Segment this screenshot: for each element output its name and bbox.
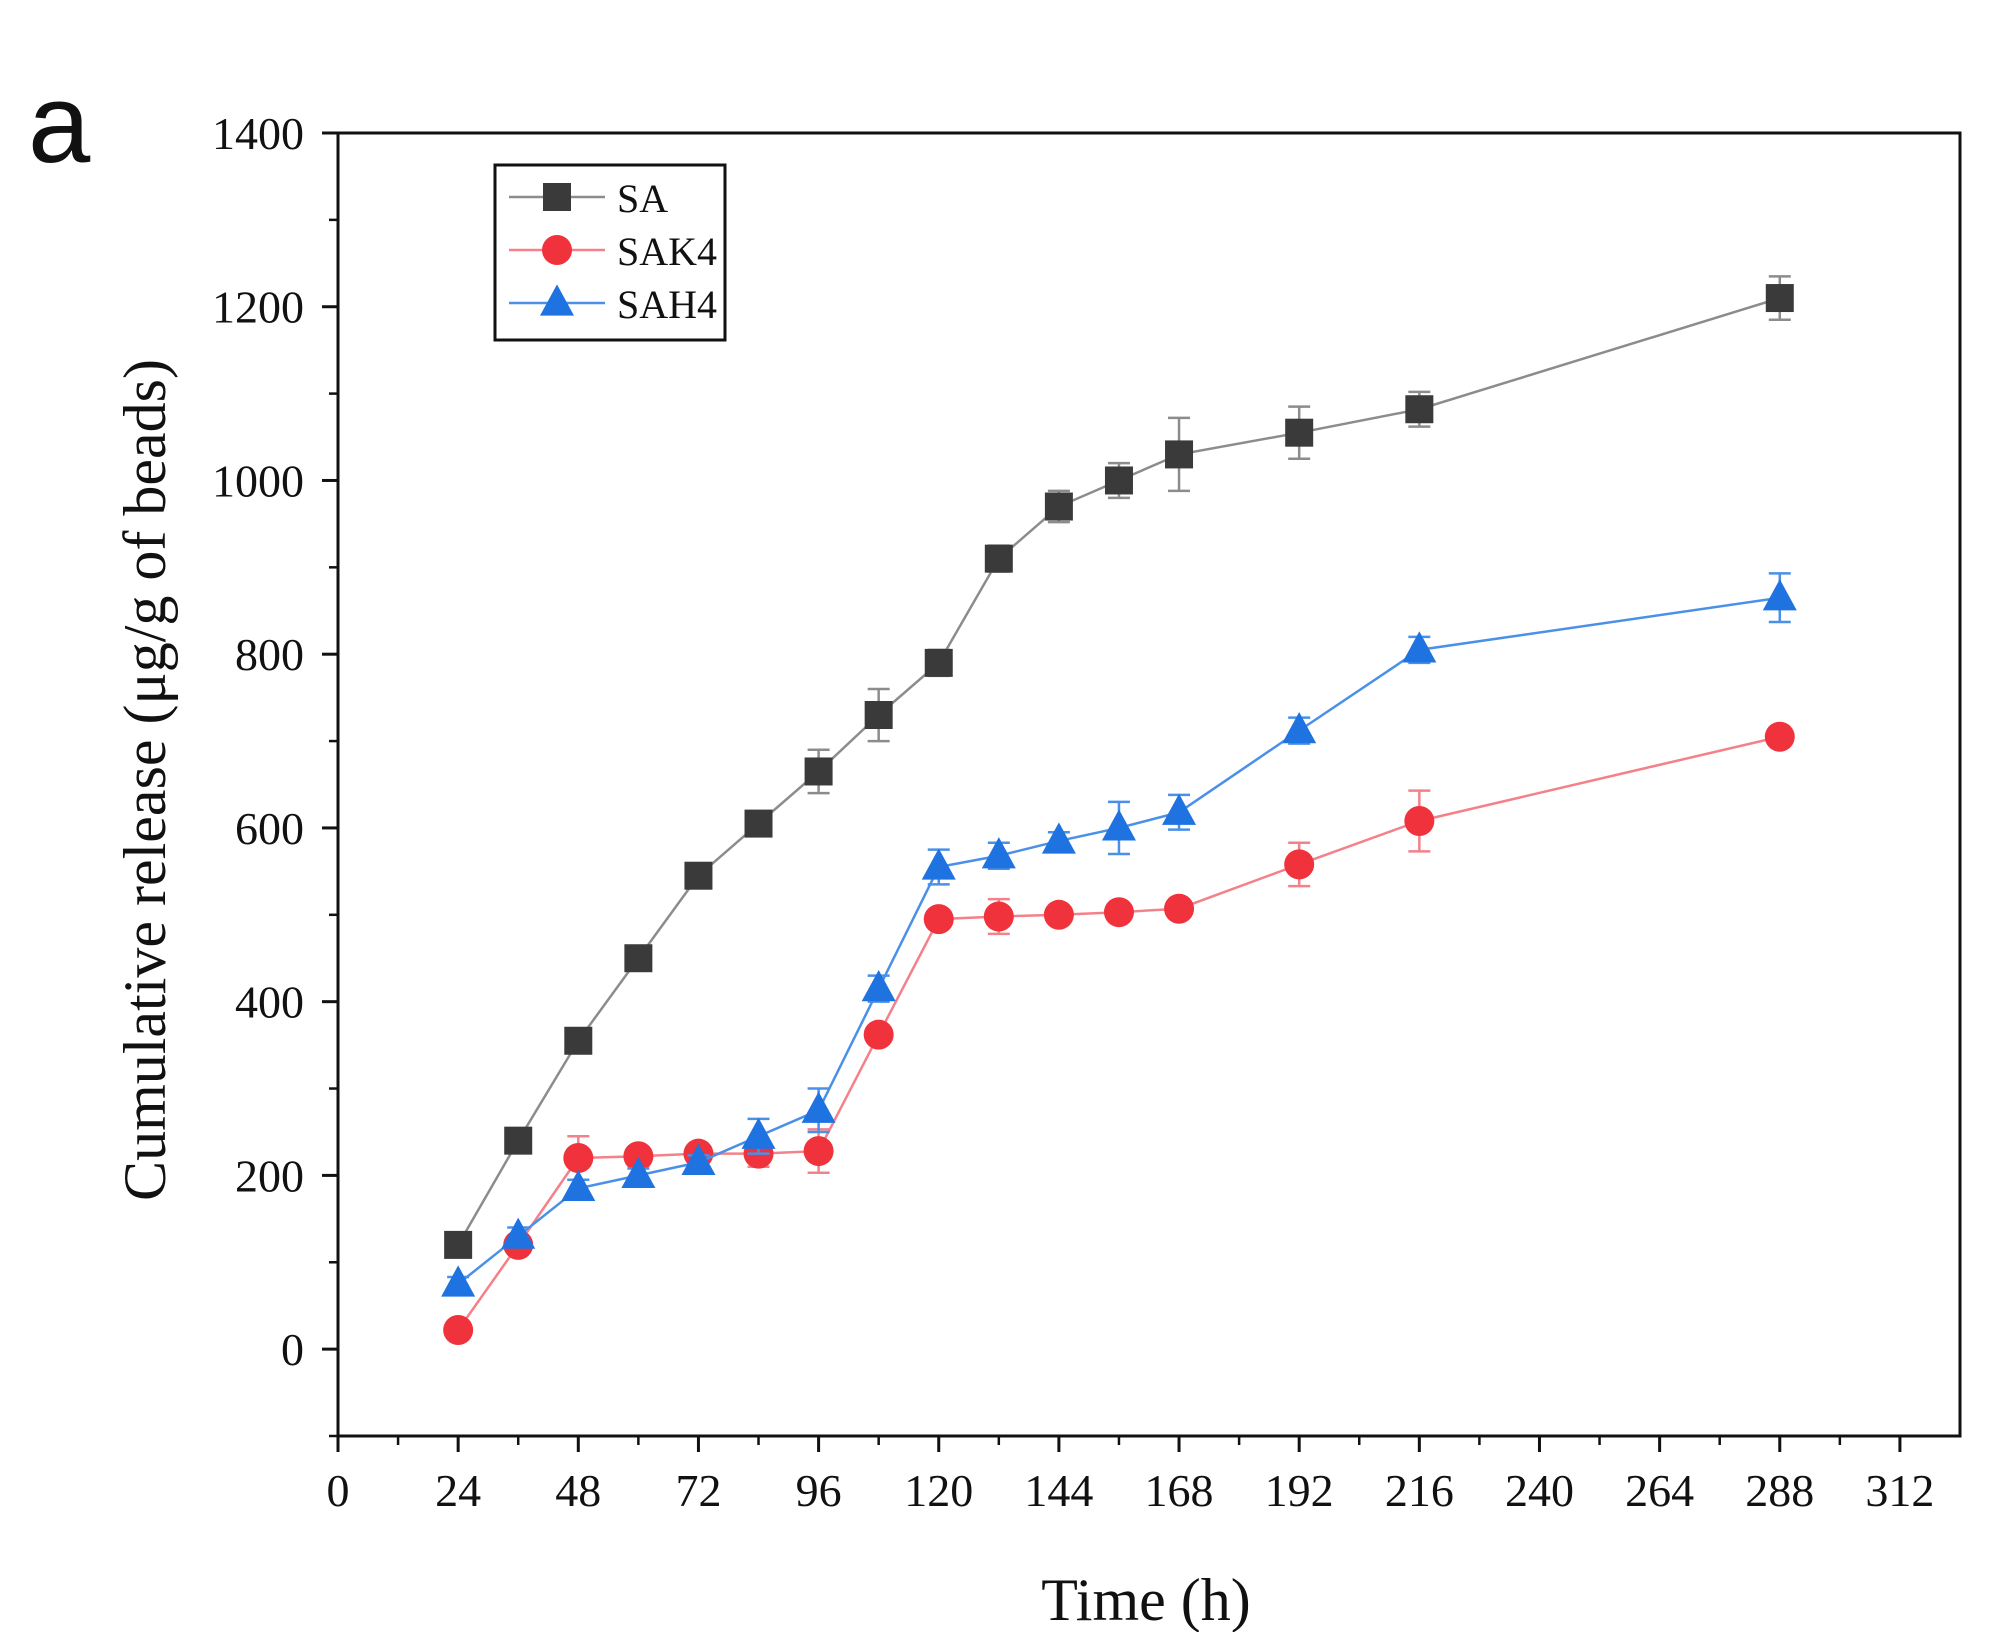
- legend-label: SAK4: [617, 229, 717, 274]
- plot-frame: [336, 131, 1962, 1438]
- data-point: [1404, 805, 1435, 836]
- x-tick-label: 216: [1385, 1465, 1454, 1516]
- x-tick-label: 168: [1145, 1465, 1214, 1516]
- data-point: [563, 1143, 594, 1174]
- data-point: [983, 901, 1014, 932]
- y-tick-label: 400: [235, 977, 304, 1028]
- legend-label: SAH4: [617, 282, 717, 327]
- data-point: [923, 904, 954, 935]
- data-point: [863, 1019, 894, 1050]
- data-point: [564, 1026, 593, 1055]
- series-sa: [444, 275, 1794, 1259]
- y-axis-label: Cumulative release (μg/g of beads): [112, 359, 178, 1201]
- series-layer: [441, 275, 1797, 1346]
- axes-layer: 0 24 48 72 96 120 144 168 192 216 240 264 288 312 0 200…: [212, 108, 1962, 1516]
- data-point: [741, 1117, 776, 1149]
- data-point: [1282, 712, 1317, 744]
- legend-marker: [542, 235, 572, 265]
- x-tick-label: 144: [1024, 1465, 1093, 1516]
- data-point: [804, 757, 833, 786]
- x-tick-label: 312: [1865, 1465, 1934, 1516]
- data-point: [1043, 899, 1074, 930]
- data-point: [441, 1265, 476, 1297]
- x-tick-label: 72: [675, 1465, 721, 1516]
- legend: SA SAK4 SAH4: [493, 163, 727, 342]
- data-point: [1104, 466, 1133, 495]
- x-tick-label: 24: [435, 1465, 481, 1516]
- y-tick-label: 0: [281, 1324, 304, 1375]
- y-tick-label: 1200: [212, 282, 304, 333]
- data-point: [1402, 631, 1437, 663]
- data-point: [981, 837, 1016, 869]
- legend-label: SA: [617, 176, 668, 221]
- data-point: [624, 944, 653, 973]
- data-point: [1041, 822, 1076, 854]
- data-point: [861, 970, 896, 1002]
- data-point: [803, 1136, 834, 1167]
- y-tick-label: 1400: [212, 108, 304, 159]
- data-point: [744, 809, 773, 838]
- legend-item: SAH4: [509, 282, 717, 327]
- data-point: [1285, 418, 1314, 447]
- series-sak4: [443, 721, 1795, 1346]
- x-tick-label: 240: [1505, 1465, 1574, 1516]
- panel-label: a: [28, 61, 91, 186]
- x-tick-label: 264: [1625, 1465, 1694, 1516]
- y-tick-label: 200: [235, 1150, 304, 1201]
- data-point: [504, 1126, 533, 1155]
- x-tick-label: 192: [1265, 1465, 1334, 1516]
- data-point: [864, 701, 893, 730]
- x-tick-label: 0: [327, 1465, 350, 1516]
- data-point: [561, 1169, 596, 1202]
- data-point: [621, 1156, 656, 1188]
- data-point: [443, 1315, 474, 1346]
- data-point: [1101, 809, 1136, 841]
- data-point: [1405, 395, 1434, 424]
- legend-marker: [543, 183, 571, 211]
- data-point: [1162, 793, 1197, 825]
- legend-box: [493, 163, 727, 342]
- y-tick-label: 600: [235, 803, 304, 854]
- data-point: [501, 1217, 536, 1249]
- data-point: [444, 1230, 473, 1259]
- data-point: [1765, 284, 1794, 313]
- data-point: [1044, 492, 1073, 521]
- series-line: [457, 735, 1781, 1331]
- x-tick-label: 288: [1745, 1465, 1814, 1516]
- series-line: [457, 596, 1780, 1285]
- data-point: [684, 861, 713, 890]
- x-tick-label: 48: [555, 1465, 601, 1516]
- legend-marker: [540, 284, 574, 316]
- data-point: [1284, 849, 1315, 880]
- data-point: [1764, 721, 1795, 752]
- data-point: [1164, 893, 1195, 924]
- data-point: [924, 648, 953, 677]
- x-axis-label: Time (h): [1041, 1567, 1250, 1632]
- data-point: [984, 544, 1013, 573]
- data-point: [623, 1141, 654, 1172]
- data-point: [1165, 440, 1194, 469]
- legend-item: SAK4: [509, 229, 717, 274]
- x-tick-label: 96: [796, 1465, 842, 1516]
- x-tick-label: 120: [904, 1465, 973, 1516]
- data-point: [1762, 579, 1797, 611]
- data-point: [921, 848, 956, 880]
- series-sah4: [441, 572, 1797, 1297]
- y-tick-label: 800: [235, 629, 304, 680]
- data-point: [1103, 897, 1134, 928]
- data-point: [801, 1091, 836, 1123]
- legend-item: SA: [509, 176, 668, 221]
- series-line: [457, 296, 1781, 1246]
- data-point: [681, 1143, 716, 1175]
- y-tick-label: 1000: [212, 455, 304, 506]
